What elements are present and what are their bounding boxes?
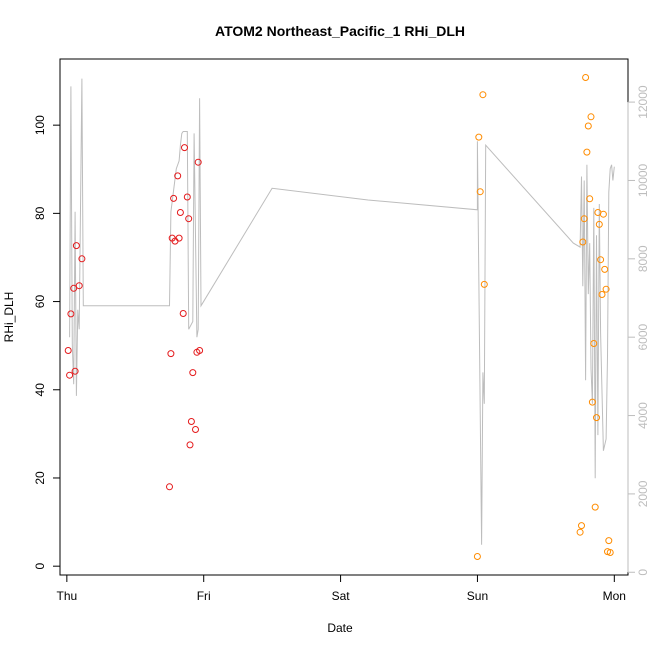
y-tick-label: 100: [33, 115, 47, 135]
data-point: [170, 194, 178, 202]
data-point: [70, 284, 78, 292]
data-point: [588, 398, 596, 406]
line-series-layer: [69, 78, 615, 545]
x-axis-label: Date: [327, 621, 353, 635]
data-point: [601, 265, 609, 273]
y-tick-label: 60: [33, 295, 47, 309]
x-tick-label: Mon: [603, 589, 626, 603]
data-point: [176, 209, 184, 216]
y2-axis: 0 2000 4000 6000 8000 10000 12000: [627, 85, 650, 576]
y2-tick-label: 6000: [636, 324, 650, 351]
data-point: [584, 122, 592, 130]
data-point: [67, 310, 75, 318]
x-axis: Thu Fri Sat Sun Mon: [56, 574, 626, 603]
y-tick-label: 0: [33, 563, 47, 570]
data-point: [185, 215, 193, 223]
data-point: [78, 255, 86, 263]
data-point: [593, 414, 600, 422]
data-point: [583, 148, 591, 156]
data-point: [582, 74, 590, 81]
data-point: [174, 172, 182, 180]
data-point: [72, 242, 80, 250]
data-point: [181, 144, 188, 152]
data-point: [476, 188, 484, 196]
y2-tick-label: 10000: [636, 163, 650, 197]
data-point: [606, 549, 614, 556]
y-tick-label: 40: [33, 383, 47, 397]
data-point: [591, 503, 599, 511]
x-tick-label: Fri: [197, 589, 211, 603]
plot-frame: [59, 58, 629, 576]
data-point: [597, 256, 605, 264]
data-point: [605, 537, 613, 545]
data-point: [602, 285, 610, 293]
data-point: [587, 113, 595, 121]
data-point: [473, 553, 481, 560]
data-point: [192, 426, 199, 433]
y2-tick-label: 12000: [636, 85, 650, 119]
y-axis: 0 20 40 60 80 100: [33, 115, 61, 570]
data-point: [179, 310, 187, 317]
data-point: [187, 418, 195, 425]
data-point: [475, 133, 483, 141]
x-tick-label: Sun: [467, 589, 488, 603]
y2-tick-label: 2000: [636, 480, 650, 507]
data-point: [186, 441, 194, 449]
data-point: [576, 528, 584, 536]
chart-title: ATOM2 Northeast_Pacific_1 RHi_DLH: [215, 23, 465, 39]
x-tick-label: Thu: [56, 589, 77, 603]
data-point: [183, 193, 191, 201]
data-point: [480, 280, 488, 288]
data-point: [196, 347, 204, 354]
data-point: [579, 238, 587, 246]
data-point: [71, 367, 79, 375]
data-point: [189, 369, 197, 377]
data-point: [479, 91, 487, 99]
y-axis-label: RHi_DLH: [2, 292, 16, 343]
y-tick-label: 20: [33, 471, 47, 485]
data-point: [580, 215, 588, 223]
data-point: [586, 195, 594, 203]
y2-tick-label: 0: [636, 569, 650, 576]
series-line: [69, 78, 615, 545]
data-point: [175, 234, 183, 242]
data-point: [598, 291, 606, 298]
data-point: [595, 220, 603, 228]
points-layer: [64, 74, 614, 560]
data-point: [599, 210, 607, 218]
data-point: [590, 340, 598, 347]
x-tick-label: Sat: [332, 589, 351, 603]
data-point: [66, 371, 74, 379]
data-point: [75, 282, 83, 290]
y2-tick-label: 8000: [636, 245, 650, 272]
data-point: [167, 350, 175, 358]
data-point: [194, 158, 202, 166]
y2-tick-label: 4000: [636, 402, 650, 429]
data-point: [578, 522, 585, 530]
y-tick-label: 80: [33, 206, 47, 220]
data-point: [166, 483, 173, 491]
data-point: [64, 347, 72, 354]
